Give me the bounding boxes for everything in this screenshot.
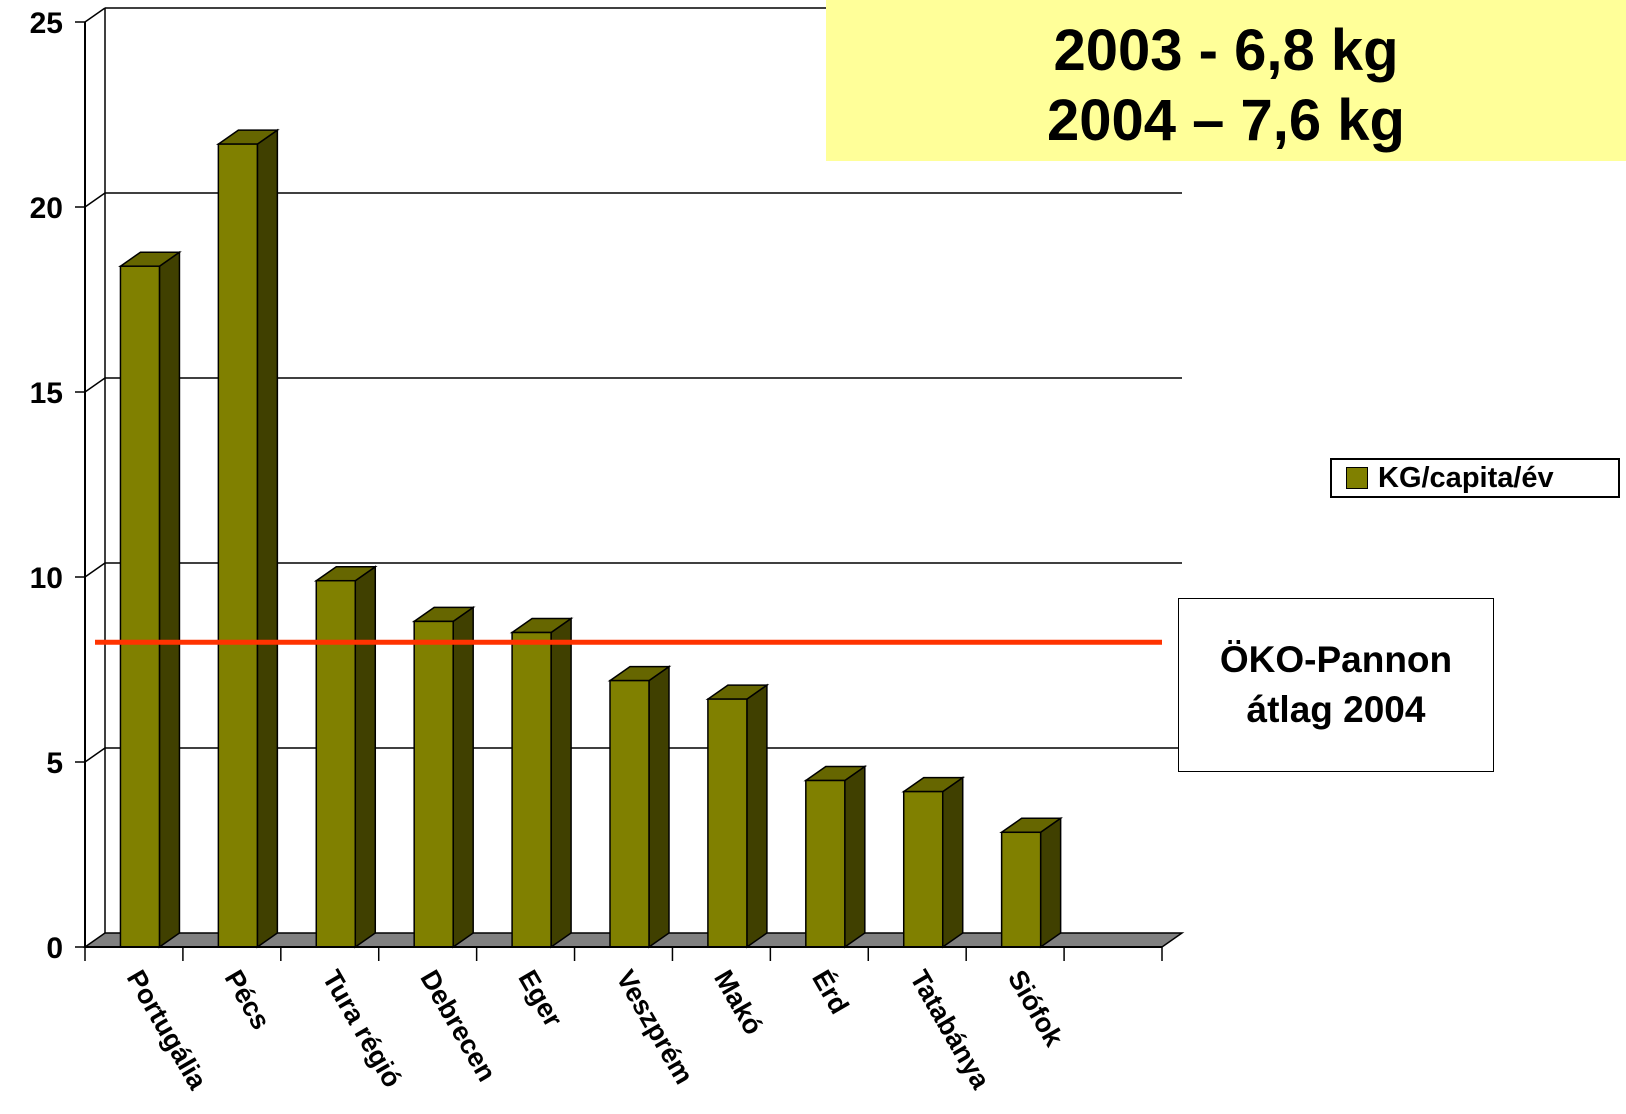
bar-side: [256, 128, 279, 949]
y-tick-label: 15: [30, 377, 63, 410]
bar: [313, 565, 378, 949]
bar-front: [315, 579, 357, 948]
bar-front: [511, 631, 552, 948]
bar-front: [707, 698, 748, 948]
bar: [803, 765, 868, 949]
bar-front: [609, 679, 650, 948]
y-tick-label: 20: [30, 192, 63, 225]
bar-side: [550, 617, 572, 949]
x-tick-label: Veszprém: [610, 965, 699, 1089]
annotation-line-1: ÖKO-Pannon: [1219, 639, 1453, 680]
x-tick-label: Tatabánya: [904, 965, 996, 1095]
average-annotation-box: ÖKO-Pannon átlag 2004: [1178, 598, 1494, 772]
bar-side: [1039, 816, 1062, 949]
x-tick-label: Siófok: [1002, 965, 1070, 1052]
bar: [901, 776, 966, 949]
gridline-connector: [84, 377, 106, 393]
x-tick-label: Eger: [512, 965, 568, 1032]
y-tick-label: 25: [30, 7, 63, 40]
x-tick-label: Makó: [708, 965, 768, 1040]
title-line-1: 2003 - 6,8 kg: [1053, 18, 1399, 83]
bar-front: [902, 790, 944, 948]
gridline-connector: [84, 562, 106, 578]
x-tick-label: Tura régió: [317, 965, 408, 1093]
y-tick-label: 5: [46, 747, 63, 780]
bar-front: [119, 265, 161, 948]
bar-side: [746, 683, 768, 949]
x-axis-labels: Portugália Pécs Tura régió Debrecen Eger Vesz…: [121, 965, 1070, 1096]
bar-side: [844, 765, 866, 949]
title-box: 2003 - 6,8 kg 2004 – 7,6 kg: [826, 0, 1626, 161]
x-tick-label: Érd: [806, 965, 855, 1019]
bar-side: [941, 776, 964, 949]
bar-side: [648, 665, 670, 949]
bar: [999, 816, 1064, 949]
bar: [705, 683, 770, 949]
bar: [411, 605, 476, 949]
legend-label: KG/capita/év: [1378, 461, 1554, 494]
bar-front: [413, 620, 454, 948]
bar: [118, 250, 182, 949]
bar: [509, 617, 574, 949]
gridline-connector: [84, 747, 106, 763]
title-line-2: 2004 – 7,6 kg: [1047, 88, 1405, 153]
bar-side: [354, 565, 377, 949]
x-tick-label: Pécs: [219, 965, 277, 1035]
y-axis: 0 5 10 15 20 25: [30, 7, 106, 965]
bar-front: [1000, 831, 1042, 948]
x-axis: [84, 946, 1163, 961]
y-tick-label: 10: [30, 562, 63, 595]
legend: KG/capita/év: [1330, 458, 1620, 498]
gridline-connector: [84, 7, 106, 23]
bar-front: [805, 779, 846, 948]
bar-front: [217, 143, 259, 948]
y-tick-label: 0: [46, 932, 63, 965]
legend-swatch: [1346, 467, 1368, 489]
bar: [215, 128, 280, 949]
bar: [607, 665, 672, 949]
bars: [118, 128, 1064, 949]
annotation-line-2: átlag 2004: [1246, 689, 1426, 730]
x-tick-label: Debrecen: [414, 965, 502, 1087]
bar-side: [452, 605, 474, 949]
x-tick-label: Portugália: [121, 965, 213, 1095]
bar-side: [158, 250, 181, 949]
gridline-connector: [84, 192, 106, 208]
